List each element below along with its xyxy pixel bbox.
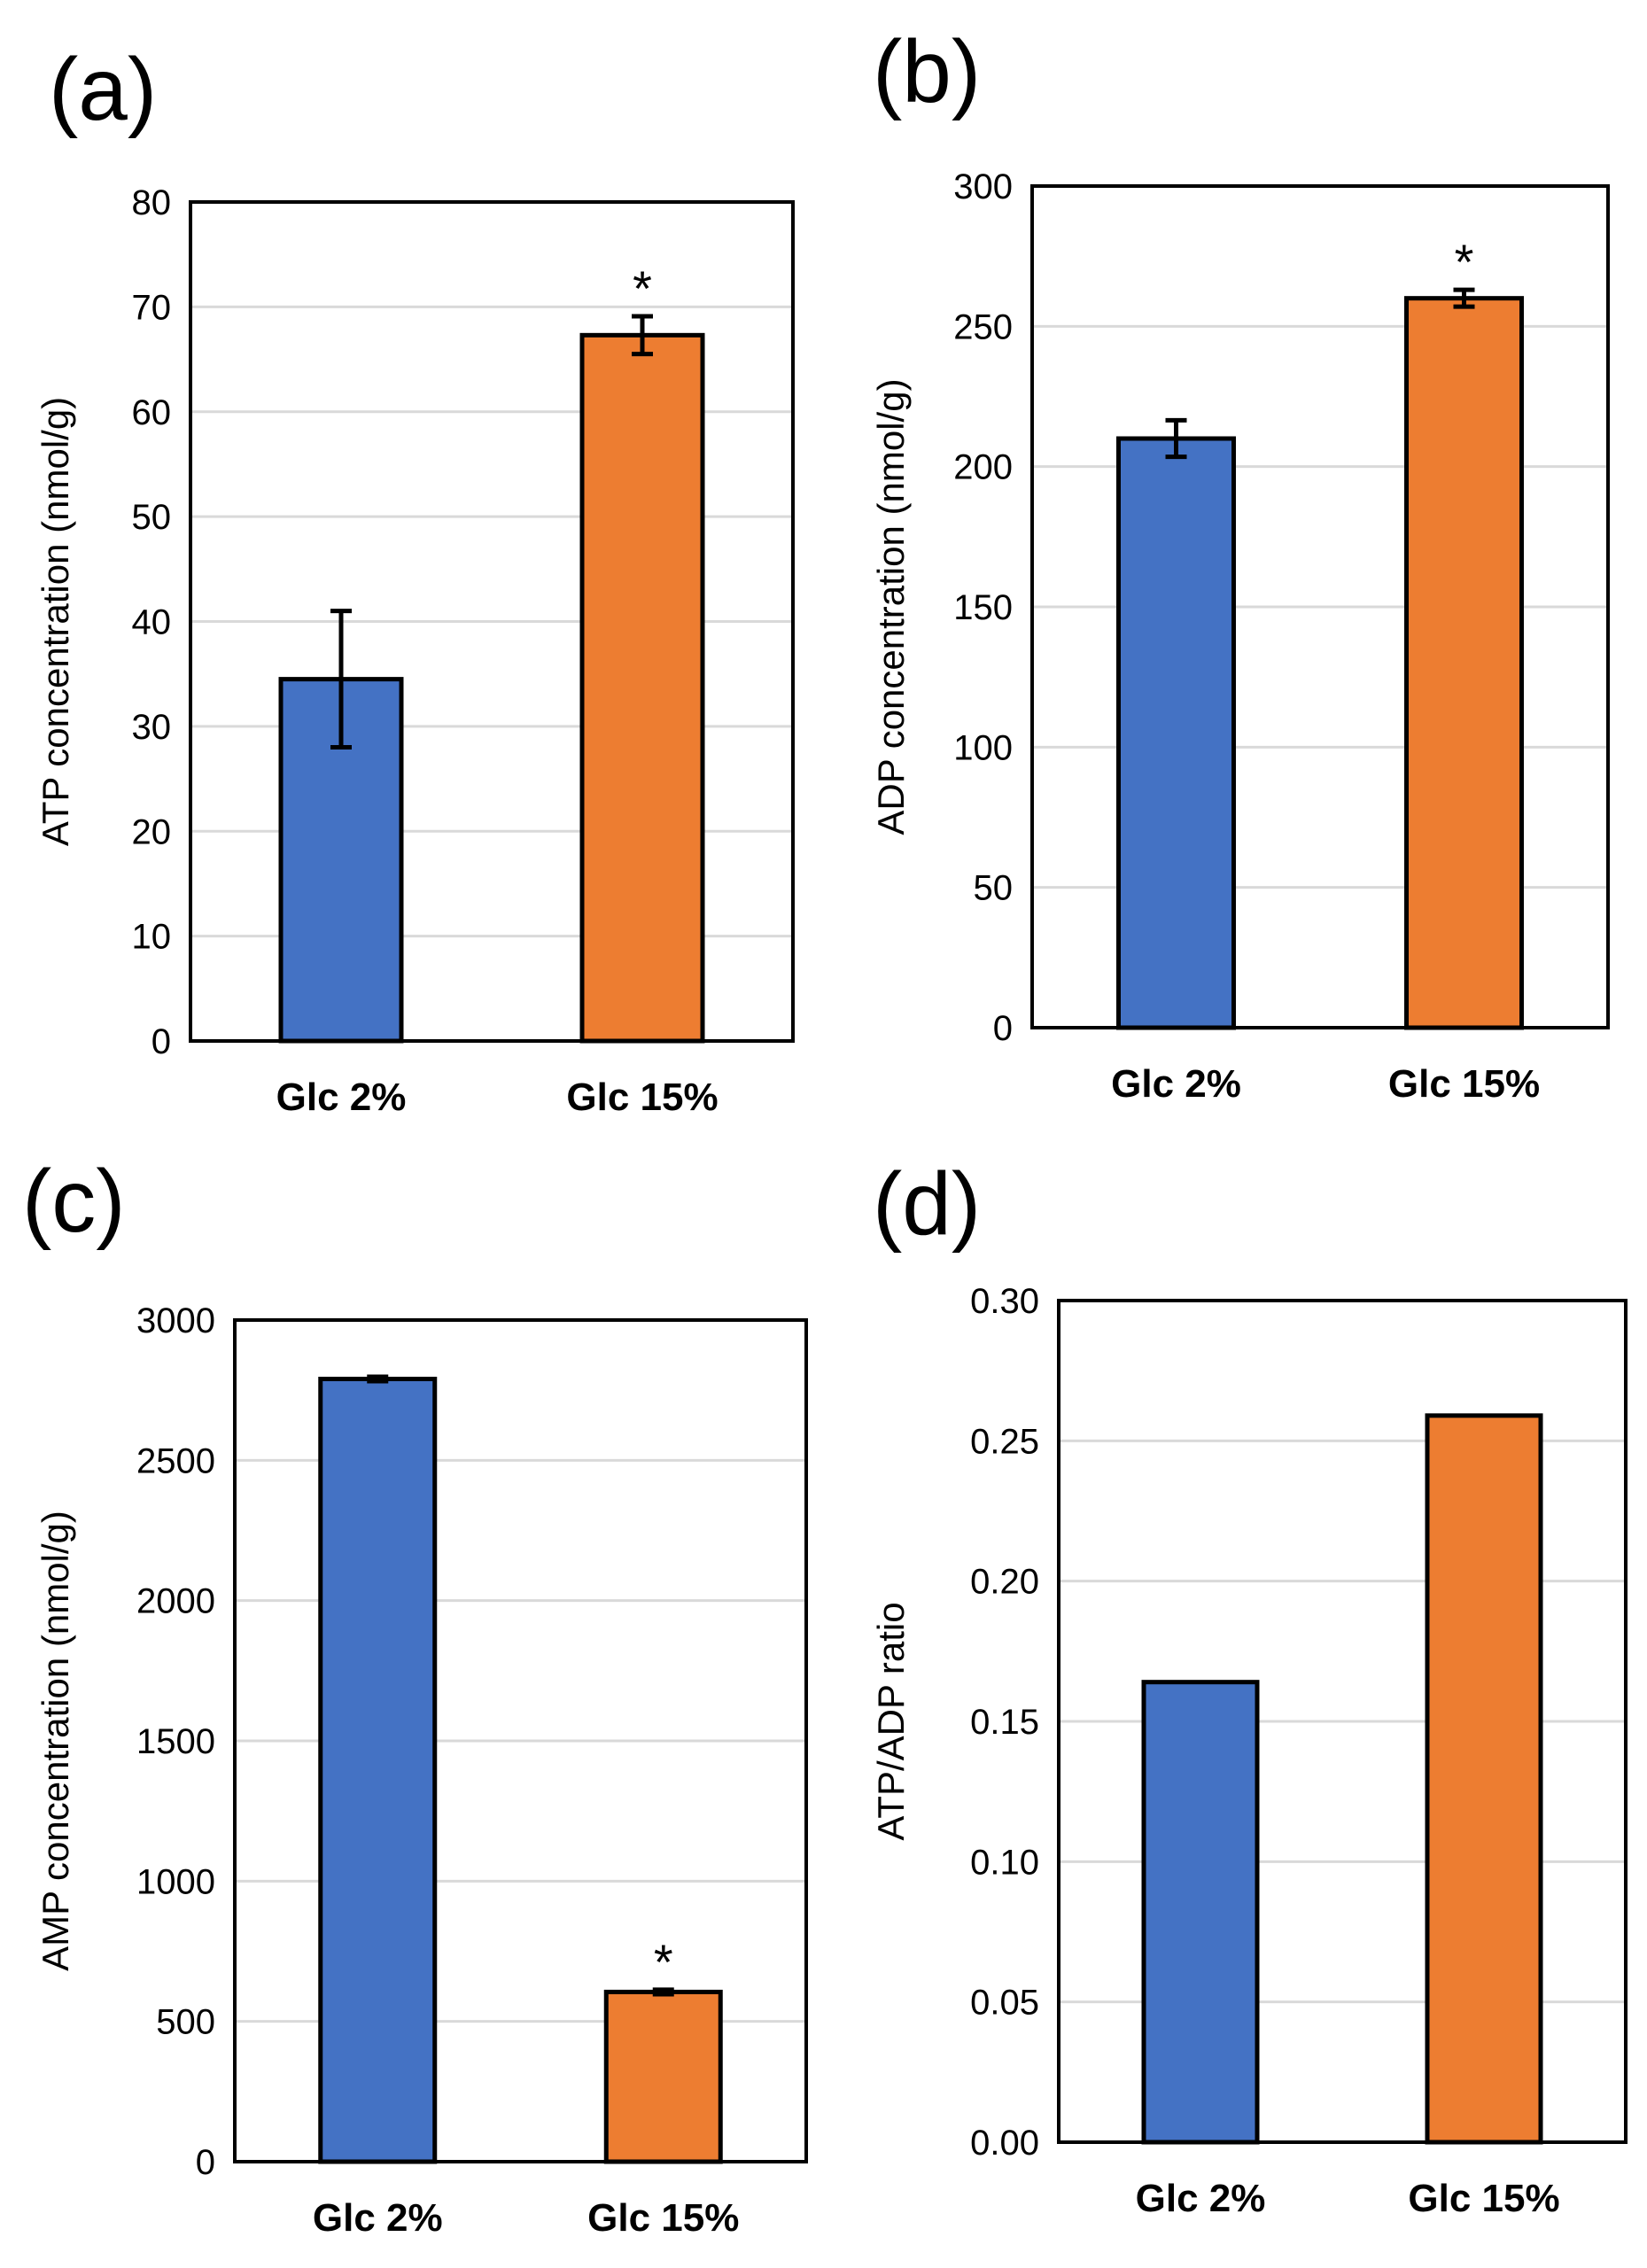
- y-tick-label: 300: [953, 167, 1013, 206]
- x-category-label: Glc 15%: [566, 1076, 718, 1119]
- panel-label: (c): [22, 1152, 126, 1251]
- y-tick-label: 0.25: [970, 1422, 1039, 1461]
- x-category-label: Glc 15%: [1388, 1062, 1540, 1106]
- significance-marker: *: [633, 260, 652, 316]
- y-axis-label: ATP concentration (nmol/g): [35, 397, 76, 846]
- plot-frame: [189, 200, 795, 1043]
- plot-frame: [1057, 1299, 1628, 2144]
- y-tick-label: 20: [132, 812, 172, 851]
- bar-glc-15pct: [579, 332, 705, 1044]
- y-tick-label: 0.20: [970, 1563, 1039, 1602]
- y-tick-label: 0.30: [970, 1282, 1039, 1321]
- y-tick-label: 200: [953, 448, 1013, 487]
- y-tick-label: 500: [156, 2003, 215, 2042]
- significance-marker: *: [654, 1934, 673, 1990]
- y-tick-label: 3000: [136, 1301, 215, 1340]
- y-tick-label: 50: [974, 869, 1014, 908]
- bar-glc-15pct: [1425, 1413, 1543, 2145]
- y-tick-label: 2500: [136, 1441, 215, 1480]
- bar-glc-15pct: [1404, 296, 1524, 1030]
- y-tick-label: 0.15: [970, 1703, 1039, 1742]
- y-tick-label: 0.00: [970, 2124, 1039, 2163]
- y-tick-label: 50: [132, 498, 172, 537]
- y-tick-label: 1500: [136, 1722, 215, 1761]
- panel-label: (d): [873, 1154, 981, 1254]
- y-tick-label: 60: [132, 393, 172, 432]
- y-tick-label: 0: [151, 1022, 171, 1061]
- y-tick-label: 0.05: [970, 1984, 1039, 2023]
- bar-glc-2pct: [318, 1377, 438, 2164]
- plot-frame: [1030, 184, 1610, 1029]
- panel-label: (a): [49, 40, 157, 139]
- chart-panel-c: (c) 0 500 1000 1500 2000 2500 3000 AMP concentra…: [22, 1152, 808, 2240]
- x-category-label: Glc 2%: [1111, 1062, 1241, 1106]
- y-tick-label: 250: [953, 307, 1013, 346]
- y-axis-label: AMP concentration (nmol/g): [35, 1511, 76, 1971]
- significance-marker: *: [1455, 234, 1474, 290]
- y-tick-label: 100: [953, 728, 1013, 767]
- y-tick-label: 40: [132, 603, 172, 642]
- x-category-label: Glc 2%: [276, 1076, 407, 1119]
- y-tick-label: 10: [132, 918, 172, 957]
- bar-glc-2pct: [1116, 436, 1236, 1030]
- bar-glc-15pct: [603, 1989, 723, 2164]
- y-axis-label: ADP concentration (nmol/g): [870, 378, 912, 835]
- y-tick-label: 1000: [136, 1862, 215, 1901]
- y-tick-label: 70: [132, 288, 172, 327]
- x-category-label: Glc 2%: [1136, 2177, 1266, 2220]
- y-axis-label: ATP/ADP ratio: [870, 1602, 912, 1840]
- y-tick-label: 2000: [136, 1582, 215, 1621]
- y-tick-label: 80: [132, 183, 172, 222]
- chart-panel-d: (d) 0.00 0.05 0.10 0.15 0.20 0.25 0.30 ATP/ADP r…: [870, 1154, 1628, 2220]
- plot-frame: [233, 1318, 808, 2163]
- y-tick-label: 0.10: [970, 1843, 1039, 1882]
- y-tick-label: 0: [993, 1009, 1013, 1048]
- x-category-label: Glc 15%: [587, 2196, 739, 2240]
- chart-panel-b: (b) 0 50 100 150 200 250 300 ADP concentration (…: [870, 22, 1610, 1106]
- y-tick-label: 30: [132, 708, 172, 747]
- x-category-label: Glc 15%: [1408, 2177, 1559, 2220]
- y-tick-label: 0: [196, 2143, 215, 2182]
- x-category-label: Glc 2%: [313, 2196, 443, 2240]
- y-tick-label: 150: [953, 588, 1013, 627]
- panel-label: (b): [873, 22, 981, 121]
- bar-glc-2pct: [1141, 1680, 1260, 2145]
- chart-panel-a: (a) 0 10 20 30 40 50 60 70 80 ATP concentration (n…: [35, 40, 795, 1119]
